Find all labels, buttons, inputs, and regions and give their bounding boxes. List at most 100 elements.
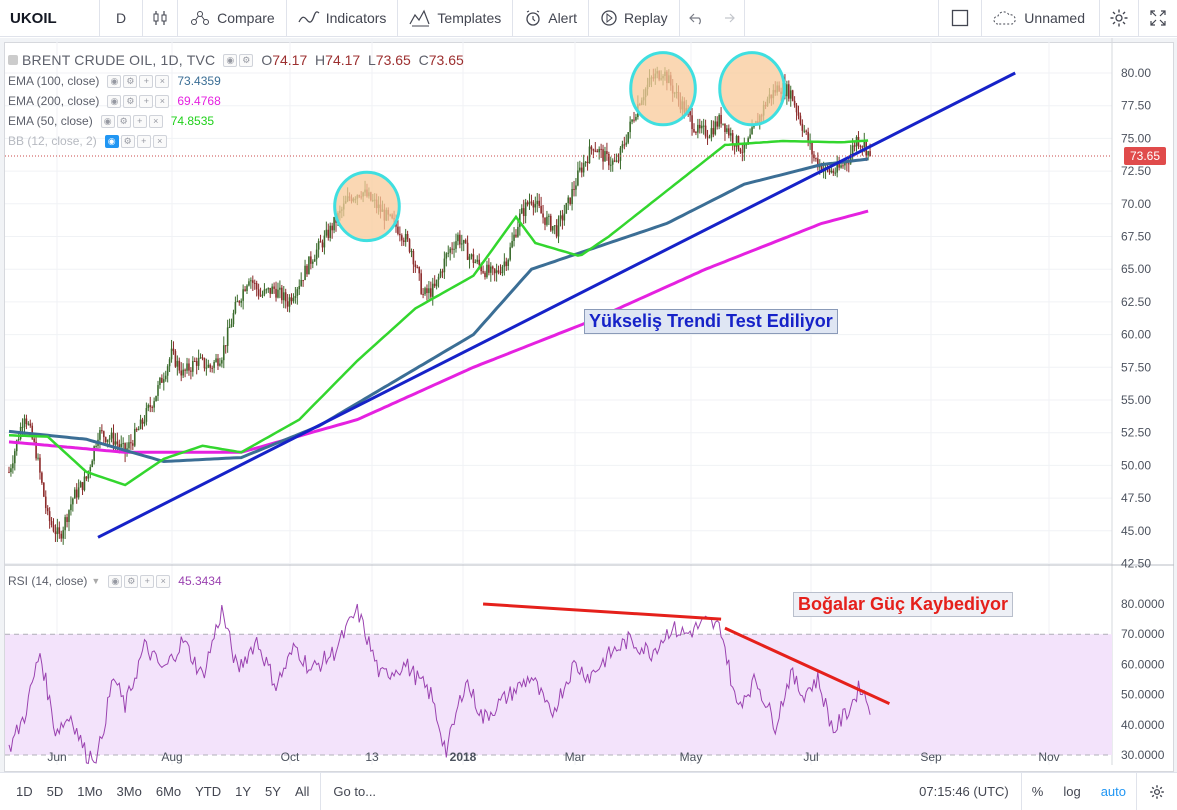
eye-icon[interactable]: ◉	[107, 74, 122, 88]
range-1y[interactable]: 1Y	[235, 784, 252, 799]
candle-body	[488, 264, 490, 273]
close-icon[interactable]: ×	[156, 574, 171, 588]
ema50-buttons: ◉ ⚙ + ×	[100, 114, 163, 128]
undo-button[interactable]	[680, 0, 712, 37]
range-6mo[interactable]: 6Mo	[155, 784, 182, 799]
ema100-line	[8, 157, 869, 464]
price-tick-label: 75.00	[1121, 131, 1151, 145]
eye-off-icon[interactable]: ◉	[104, 134, 119, 148]
range-3mo[interactable]: 3Mo	[116, 784, 142, 799]
candle-body	[735, 136, 738, 147]
gear-icon[interactable]: ⚙	[124, 574, 139, 588]
eye-icon[interactable]: ◉	[107, 94, 122, 108]
range-5y[interactable]: 5Y	[265, 784, 281, 799]
candle-body	[422, 293, 424, 295]
candle-body	[424, 288, 426, 295]
plus-icon[interactable]: +	[139, 94, 154, 108]
candle-body	[294, 295, 297, 298]
candle-body	[869, 151, 871, 157]
trend-annotation[interactable]: Yükseliş Trendi Test Ediliyor	[584, 309, 838, 334]
gear-icon[interactable]: ⚙	[116, 114, 131, 128]
maximize-button[interactable]	[1139, 0, 1177, 37]
chart-canvas[interactable]: 80.00 77.50 75.00 72.50 70.00 67.50 65.00 62.50…	[0, 38, 1177, 772]
candle-body	[319, 241, 322, 243]
candle-body	[321, 242, 324, 248]
gear-icon[interactable]: ⚙	[239, 53, 254, 67]
interval-button[interactable]: D	[100, 0, 144, 37]
candle-body	[416, 266, 419, 268]
gear-icon[interactable]: ⚙	[123, 94, 138, 108]
candle-body	[491, 266, 494, 269]
range-5d[interactable]: 5D	[46, 784, 64, 799]
plus-icon[interactable]: +	[140, 574, 155, 588]
indicators-button[interactable]: Indicators	[287, 0, 399, 37]
clock[interactable]: 07:15:46 (UTC)	[912, 772, 1022, 810]
chart-settings-button[interactable]	[1136, 772, 1177, 810]
candle-body	[323, 235, 326, 248]
candle-body	[300, 280, 302, 287]
eye-icon[interactable]: ◉	[223, 53, 238, 67]
goto-button[interactable]: Go to...	[320, 772, 383, 810]
candle-body	[135, 428, 138, 431]
symbol-search[interactable]: UKOIL	[0, 0, 100, 37]
range-ytd[interactable]: YTD	[195, 784, 222, 799]
close-icon[interactable]: ×	[148, 114, 163, 128]
redo-button[interactable]	[712, 0, 745, 37]
price-tag-label: 73.65	[1130, 149, 1160, 163]
plus-icon[interactable]: +	[136, 134, 151, 148]
candle-body	[615, 160, 618, 162]
range-1mo[interactable]: 1Mo	[77, 784, 103, 799]
candle-body	[226, 327, 229, 346]
candle-body	[445, 253, 448, 259]
candle-body	[788, 84, 790, 99]
layout-name-button[interactable]: Unnamed	[982, 0, 1100, 37]
candle-body	[118, 444, 121, 447]
alert-button[interactable]: Alert	[513, 0, 590, 37]
fullscreen-layout-button[interactable]	[938, 0, 983, 37]
percent-toggle[interactable]: %	[1022, 773, 1054, 810]
auto-toggle[interactable]: auto	[1091, 773, 1136, 810]
rsi-dropdown-icon[interactable]: ▼	[91, 576, 101, 586]
range-1d[interactable]: 1D	[16, 784, 33, 799]
settings-button[interactable]	[1100, 0, 1139, 37]
eye-icon[interactable]: ◉	[100, 114, 115, 128]
eye-icon[interactable]: ◉	[108, 574, 123, 588]
log-toggle[interactable]: log	[1053, 773, 1090, 810]
open-value: 74.17	[272, 52, 308, 68]
replay-button[interactable]: Replay	[589, 0, 680, 37]
chart-style-button[interactable]	[143, 0, 179, 37]
expand-icon	[1150, 10, 1166, 26]
top-toolbar: UKOIL D Compare Indicators Templates Ale…	[0, 0, 1177, 37]
close-icon[interactable]: ×	[152, 134, 167, 148]
candle-body	[817, 158, 819, 168]
candle-body	[222, 345, 225, 361]
price-tick-label: 72.50	[1121, 164, 1151, 178]
candle-body	[73, 489, 76, 499]
plus-icon[interactable]: +	[132, 114, 147, 128]
gear-icon[interactable]: ⚙	[120, 134, 135, 148]
candle-body	[468, 256, 471, 260]
candle-body	[722, 123, 724, 125]
price-tick-label: 55.00	[1121, 393, 1151, 407]
ema100-value: 73.4359	[177, 74, 221, 88]
candle-body	[520, 208, 523, 214]
candle-body	[106, 439, 109, 442]
close-icon[interactable]: ×	[155, 94, 170, 108]
compare-button[interactable]: Compare	[178, 0, 287, 37]
candle-body	[571, 189, 573, 205]
candle-body	[224, 345, 227, 347]
candle-body	[447, 252, 450, 254]
bulls-annotation[interactable]: Boğalar Güç Kaybediyor	[793, 592, 1014, 617]
time-tick-label: Sep	[920, 750, 942, 764]
gear-icon[interactable]: ⚙	[123, 74, 138, 88]
candle-body	[143, 421, 146, 424]
range-all[interactable]: All	[294, 784, 310, 799]
candle-body	[333, 216, 335, 231]
candle-body	[112, 432, 115, 445]
layout-name-label: Unnamed	[1024, 10, 1085, 26]
plus-icon[interactable]: +	[139, 74, 154, 88]
templates-button[interactable]: Templates	[398, 0, 514, 37]
close-icon[interactable]: ×	[155, 74, 170, 88]
rsi-label: RSI (14, close)	[8, 574, 88, 588]
candle-body	[815, 158, 817, 160]
